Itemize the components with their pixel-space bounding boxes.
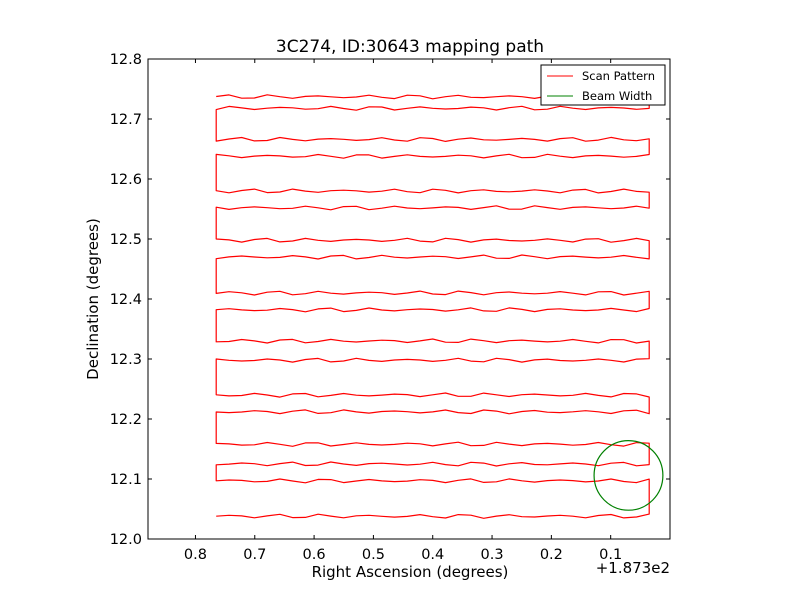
scan-pattern-line	[215, 94, 650, 519]
x-axis-ticks: 0.8 0.7 0.6 0.5 0.4 0.3 0.2 0.1	[184, 59, 622, 563]
x-tick-label: 0.8	[184, 547, 207, 563]
beam-width-circle	[593, 440, 664, 511]
x-tick-label: 0.4	[421, 547, 444, 563]
legend: Scan Pattern Beam Width	[540, 64, 666, 106]
legend-box	[540, 64, 666, 106]
chart-title: 3C274, ID:30643 mapping path	[276, 37, 544, 57]
y-tick-label: 12.0	[110, 532, 142, 548]
beam-width-series	[593, 440, 664, 511]
y-axis-label: Declination (degrees)	[84, 218, 102, 380]
y-tick-label: 12.7	[110, 112, 142, 128]
y-tick-label: 12.5	[110, 232, 142, 248]
x-tick-label: 0.2	[540, 547, 563, 563]
x-axis-label: Right Ascension (degrees)	[312, 563, 509, 581]
y-tick-label: 12.3	[110, 352, 142, 368]
y-tick-label: 12.2	[110, 412, 142, 428]
legend-label-beam-width: Beam Width	[582, 89, 652, 103]
y-tick-label: 12.4	[110, 292, 142, 308]
x-tick-label: 0.6	[303, 547, 326, 563]
y-tick-label: 12.1	[110, 472, 142, 488]
scan-pattern-series	[215, 94, 650, 519]
y-axis-ticks: 12.0 12.1 12.2 12.3 12.4 12.5 12.6 12.7 12.8	[110, 52, 670, 548]
legend-label-scan-pattern: Scan Pattern	[582, 69, 655, 83]
y-tick-label: 12.6	[110, 172, 142, 188]
x-tick-label: 0.1	[599, 547, 622, 563]
x-tick-label: 0.7	[243, 547, 266, 563]
plot-frame	[147, 58, 671, 540]
x-tick-label: 0.3	[481, 547, 504, 563]
y-tick-label: 12.8	[110, 52, 142, 68]
x-tick-label: 0.5	[362, 547, 385, 563]
x-axis-offset-label: +1.873e2	[596, 559, 670, 577]
